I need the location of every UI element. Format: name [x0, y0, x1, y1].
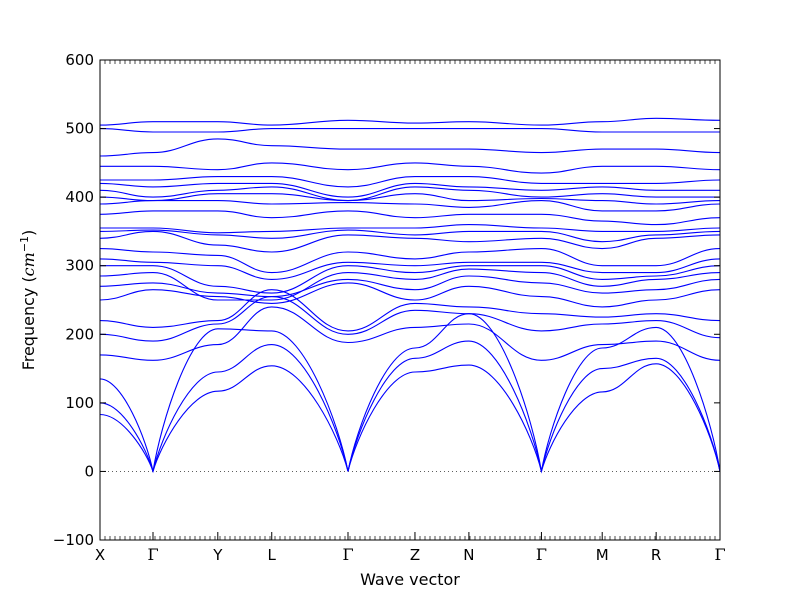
- y-axis-label-exponent: −1: [18, 236, 31, 252]
- minor-ticks: [99, 60, 721, 540]
- y-tick-label: 200: [65, 325, 94, 343]
- x-tick-label: N: [463, 546, 474, 564]
- y-tick-label: 300: [65, 257, 94, 275]
- branch-line-16: [99, 210, 721, 226]
- branch-line-4: [99, 306, 721, 361]
- branch-line-2: [99, 340, 721, 472]
- x-tick-label: Γ: [147, 545, 158, 564]
- y-tick-label: 400: [65, 188, 94, 206]
- branch-line-10: [100, 265, 721, 294]
- branch-line-24: [99, 128, 720, 133]
- branch-line-15: [100, 224, 721, 234]
- branch-line-8: [99, 275, 721, 298]
- y-axis-label: Frequency (cm−1): [18, 230, 38, 371]
- branch-line-6: [99, 289, 721, 332]
- branch-line-5: [99, 296, 721, 342]
- y-tick-label: 600: [65, 51, 94, 69]
- branch-line-23: [99, 138, 721, 157]
- branch-line-11: [99, 258, 721, 280]
- branch-line-14: [99, 229, 721, 243]
- branch-line-1: [99, 363, 721, 474]
- branch-line-19: [99, 186, 720, 202]
- branch-line-13: [99, 230, 721, 253]
- y-axis: 600 500 400 300 200 100 0 −100: [53, 51, 720, 549]
- y-axis-label-unit: cm: [19, 252, 38, 276]
- y-axis-label-text: Frequency (: [19, 276, 38, 370]
- x-tick-label: Y: [212, 546, 223, 564]
- y-tick-label: −100: [53, 531, 94, 549]
- x-tick-label: Γ: [342, 545, 353, 564]
- y-tick-label: 500: [65, 120, 94, 138]
- branch-line-20: [99, 182, 720, 198]
- branch-line-3: [99, 313, 721, 472]
- branch-line-12: [99, 248, 721, 274]
- x-tick-label: Γ: [714, 545, 725, 564]
- branch-line-25: [99, 117, 721, 126]
- x-axis-label: Wave vector: [360, 570, 460, 589]
- x-tick-label: L: [268, 546, 277, 564]
- x-tick-label: Z: [410, 546, 420, 564]
- x-tick-label: Γ: [536, 545, 547, 564]
- plot-frame: [99, 59, 721, 541]
- y-tick-label: 0: [84, 462, 94, 480]
- branch-line-22: [100, 162, 721, 174]
- x-tick-label: M: [596, 546, 609, 564]
- x-tick-label: R: [651, 546, 661, 564]
- y-tick-label: 100: [65, 394, 94, 412]
- branch-line-18: [99, 193, 721, 205]
- x-tick-label: X: [95, 546, 105, 564]
- branch-line-9: [99, 268, 721, 301]
- branch-line-17: [99, 200, 721, 212]
- series-group: [99, 117, 721, 474]
- y-axis-label-close: ): [19, 230, 38, 236]
- branch-line-21: [100, 176, 721, 188]
